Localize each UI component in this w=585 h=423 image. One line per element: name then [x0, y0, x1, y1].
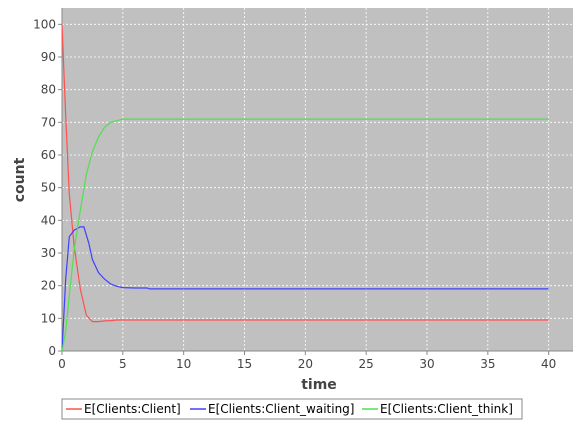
x-tick-label: 5 [119, 357, 127, 371]
legend-label: E[Clients:Client_waiting] [208, 402, 354, 416]
plot-area [62, 8, 573, 351]
y-tick-label: 50 [41, 181, 56, 195]
y-tick-label: 30 [41, 246, 56, 260]
series-line-3 [61, 118, 549, 352]
x-axis-title: time [301, 377, 337, 393]
grid [62, 8, 573, 351]
x-tick-label: 25 [359, 357, 374, 371]
series-lines [61, 24, 549, 352]
series-line-2 [61, 226, 549, 352]
y-tick-label: 0 [48, 344, 56, 358]
x-tick-label: 40 [541, 357, 556, 371]
legend-label: E[Clients:Client_think] [380, 402, 513, 416]
y-tick-label: 100 [33, 17, 56, 31]
y-tick-label: 10 [41, 311, 56, 325]
tick-labels: 0 5 10 15 20 25 30 35 40 0 10 20 30 40 50 60 70 80 90 100 [33, 17, 556, 371]
y-tick-label: 20 [41, 279, 56, 293]
x-tick-label: 10 [176, 357, 191, 371]
y-axis-title: count [12, 157, 28, 202]
y-tick-label: 40 [41, 213, 56, 227]
legend-box [61, 398, 523, 420]
y-tick-label: 90 [41, 50, 56, 64]
y-tick-label: 60 [41, 148, 56, 162]
y-tick-label: 70 [41, 115, 56, 129]
x-tick-label: 0 [58, 357, 66, 371]
x-tick-label: 20 [298, 357, 313, 371]
legend-label: E[Clients:Client] [84, 402, 181, 416]
x-tick-label: 30 [419, 357, 434, 371]
y-tick-label: 80 [41, 83, 56, 97]
legend: E[Clients:Client] E[Clients:Client_waitin… [61, 398, 523, 420]
x-tick-label: 35 [480, 357, 495, 371]
series-line-1 [61, 24, 549, 323]
x-tick-label: 15 [237, 357, 252, 371]
